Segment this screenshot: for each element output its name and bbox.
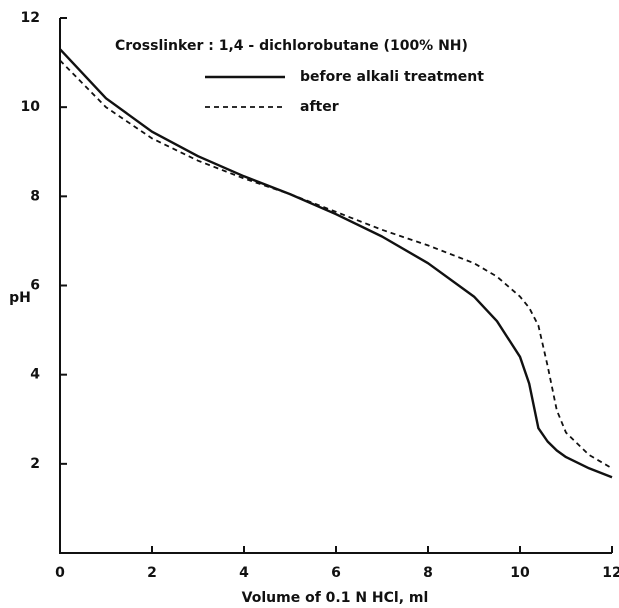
x-tick-label: 6 xyxy=(331,565,341,581)
y-tick-label: 12 xyxy=(21,10,40,26)
x-tick-label: 10 xyxy=(510,565,530,581)
series-line xyxy=(59,48,613,479)
x-tick-label: 8 xyxy=(423,565,433,581)
x-axis-label: Volume of 0.1 N HCl, ml xyxy=(242,590,429,606)
y-tick-label: 2 xyxy=(30,456,40,472)
legend-label: after xyxy=(300,99,339,115)
x-tick-label: 0 xyxy=(55,565,65,581)
y-tick-label: 10 xyxy=(21,99,41,115)
y-tick-label: 8 xyxy=(30,188,40,204)
x-tick-label: 2 xyxy=(147,565,157,581)
x-tick-label: 12 xyxy=(602,565,619,581)
y-tick-label: 6 xyxy=(30,278,40,294)
legend-label: before alkali treatment xyxy=(300,69,484,85)
series-line xyxy=(59,59,613,470)
legend-title: Crosslinker : 1,4 - dichlorobutane (100%… xyxy=(115,38,468,54)
x-tick-label: 4 xyxy=(239,565,249,581)
y-tick-label: 4 xyxy=(30,367,40,383)
y-axis-label: pH xyxy=(9,290,31,306)
